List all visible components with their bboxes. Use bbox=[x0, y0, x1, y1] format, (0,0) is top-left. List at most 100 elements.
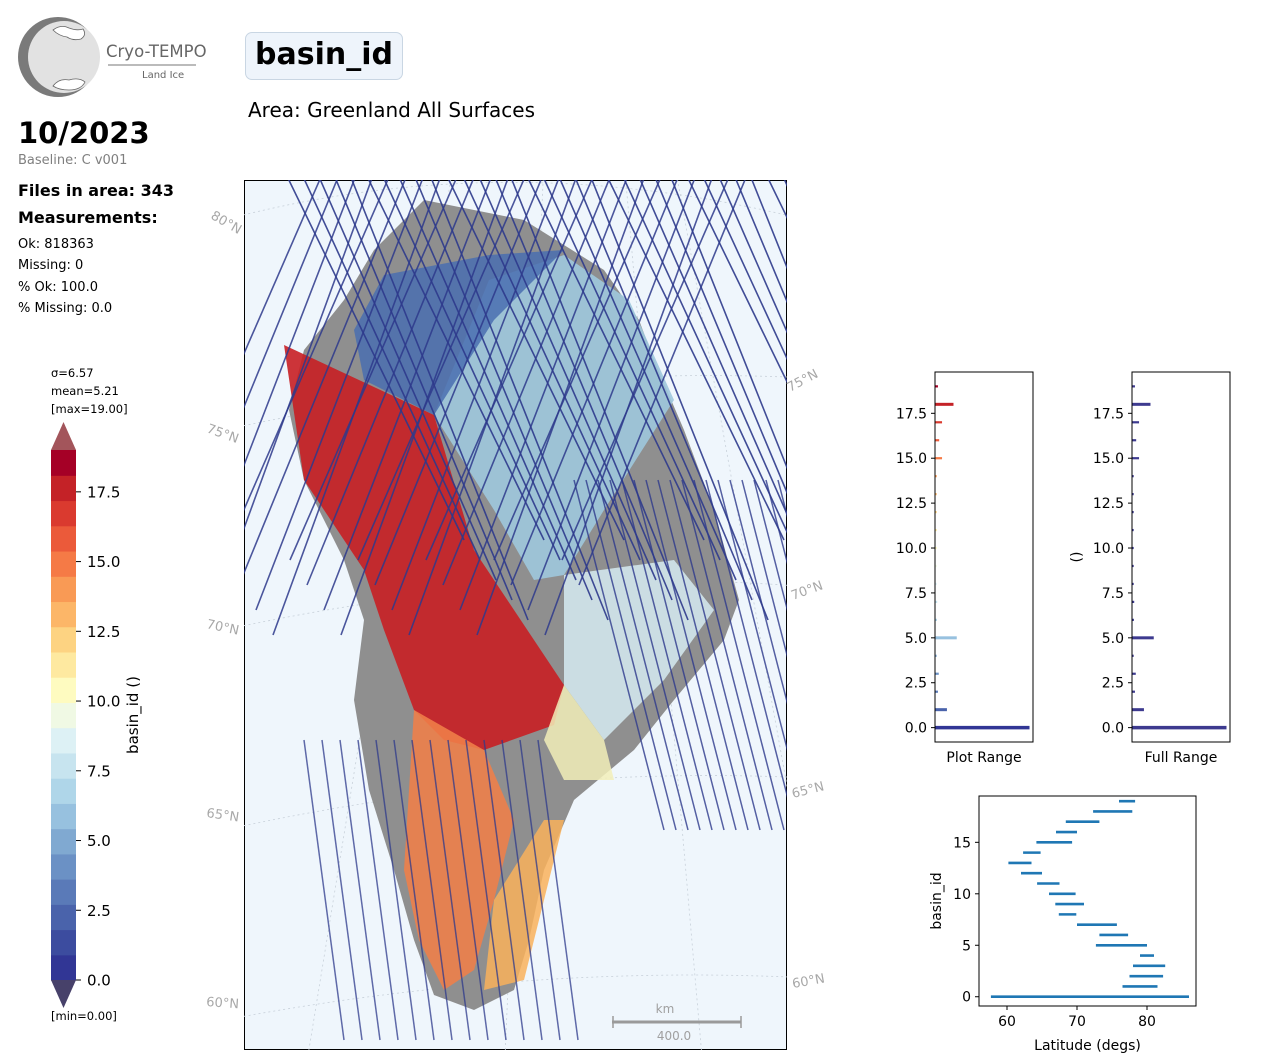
lat-label-60-left: 60°N bbox=[206, 995, 240, 1012]
colorbar-band-8 bbox=[51, 752, 76, 779]
hist-bar-8 bbox=[1132, 582, 1134, 586]
lat-ytick-label: 5 bbox=[962, 938, 971, 954]
track-east-0 bbox=[573, 479, 665, 831]
hist-ytick-label: 7.5 bbox=[905, 586, 927, 602]
colorbar-band-1 bbox=[51, 929, 76, 956]
period-label: 10/2023 bbox=[18, 116, 150, 150]
scalebar-value: 400.0 bbox=[657, 1029, 691, 1043]
lat-ytick-label: 10 bbox=[953, 887, 971, 903]
track-east-14 bbox=[741, 479, 787, 659]
track-south-5 bbox=[393, 739, 435, 1041]
hist-xlabel: Full Range bbox=[1145, 750, 1218, 766]
colorbar-band-5 bbox=[51, 828, 76, 855]
track-east-7 bbox=[657, 479, 749, 831]
track-south-8 bbox=[447, 739, 489, 1041]
track-east-8 bbox=[669, 479, 761, 831]
greenland-landmass bbox=[284, 200, 739, 1010]
hist-bar-2 bbox=[1132, 690, 1135, 693]
hist-ytick-label: 15.0 bbox=[1093, 451, 1124, 467]
track-east-2 bbox=[597, 479, 689, 831]
track-desc-14 bbox=[511, 180, 689, 621]
hist-bar-18 bbox=[1132, 402, 1151, 406]
lat-label-70-left: 70°N bbox=[205, 617, 240, 638]
map-lat-labels: 80°N 75°N 70°N 65°N 60°N 75°N 70°N 65°N … bbox=[205, 208, 826, 1012]
track-desc-5 bbox=[367, 180, 545, 541]
hist-bar-17 bbox=[1132, 421, 1140, 424]
colorbar-band-13 bbox=[51, 626, 76, 653]
graticule-lat-4 bbox=[244, 974, 787, 1017]
hist-bar-5 bbox=[1132, 636, 1154, 640]
hist-ytick-label: 2.5 bbox=[905, 676, 927, 692]
hist-bar-11 bbox=[935, 528, 937, 532]
track-south-1 bbox=[321, 739, 363, 1041]
graticule-lat-2 bbox=[244, 580, 787, 627]
colorbar-extend-max bbox=[51, 422, 76, 450]
lat-xtick-label: 80 bbox=[1138, 1014, 1156, 1030]
track-asc-16 bbox=[425, 180, 593, 561]
hist-bar-3 bbox=[935, 672, 939, 675]
colorbar-band-20 bbox=[51, 450, 76, 476]
hist-bar-18 bbox=[935, 402, 954, 406]
logo-subtitle: Land Ice bbox=[142, 70, 184, 81]
hist-ytick-label: 0.0 bbox=[905, 721, 927, 737]
hist-axes-frame bbox=[934, 371, 1034, 743]
lat-label-65-left: 65°N bbox=[205, 806, 240, 825]
files-count: Files in area: 343 bbox=[18, 181, 174, 200]
track-asc-1 bbox=[244, 180, 338, 409]
hist-bar-4 bbox=[1132, 654, 1134, 657]
track-desc-1 bbox=[303, 180, 481, 561]
hist-bar-10 bbox=[935, 546, 937, 550]
lat-label-80-left: 80°N bbox=[208, 208, 244, 237]
latitude-range-chart: 60 70 80 0 5 10 15 Latitude (degs) basin_id bbox=[929, 795, 1197, 1054]
track-asc-14 bbox=[391, 180, 559, 611]
logo-name: Cryo-TEMPO bbox=[106, 42, 207, 61]
track-desc-26 bbox=[703, 180, 787, 361]
track-asc-4 bbox=[244, 180, 389, 512]
colorbar-band-18 bbox=[51, 500, 76, 527]
histogram-full-range: 0.0 2.5 5.0 7.5 10.0 12.5 15.0 17.5 Full Range () bbox=[1069, 371, 1231, 766]
hist-bar-16 bbox=[1132, 439, 1137, 442]
colorbar-band-2 bbox=[51, 904, 76, 931]
track-desc-23 bbox=[655, 180, 787, 495]
track-south-0 bbox=[303, 739, 345, 1041]
colorbar-tick-label: 15.0 bbox=[87, 553, 120, 571]
colorbar-band-19 bbox=[51, 475, 76, 502]
colorbar-tick-label: 12.5 bbox=[87, 623, 120, 641]
track-asc-17 bbox=[442, 180, 610, 586]
hist-bar-6 bbox=[1132, 618, 1134, 621]
colorbar-band-7 bbox=[51, 778, 76, 804]
track-desc-13 bbox=[495, 180, 673, 601]
track-south-6 bbox=[411, 739, 453, 1041]
satellite-tracks bbox=[244, 180, 787, 1041]
track-desc-15 bbox=[527, 180, 705, 541]
hist-axes-frame bbox=[1131, 371, 1231, 743]
logo-ice-top bbox=[52, 26, 85, 41]
logo-ice-bottom bbox=[52, 78, 86, 91]
track-desc-0 bbox=[287, 180, 465, 541]
track-south-4 bbox=[375, 739, 417, 1041]
hist-bar-13 bbox=[935, 493, 937, 496]
measurements-title: Measurements: bbox=[18, 208, 158, 227]
lat-ytick-label: 0 bbox=[962, 990, 971, 1006]
hist-bar-7 bbox=[935, 600, 938, 604]
hist-bar-0 bbox=[1132, 725, 1227, 730]
pct-ok: % Ok: 100.0 bbox=[18, 280, 98, 295]
track-east-6 bbox=[645, 479, 737, 831]
colorbar-label: basin_id () bbox=[124, 676, 143, 754]
hist-bar-16 bbox=[935, 439, 940, 442]
track-south-13 bbox=[537, 739, 579, 1041]
colorbar-tick-label: 17.5 bbox=[87, 483, 120, 501]
track-asc-9 bbox=[306, 180, 474, 586]
lat-label-75-right: 75°N bbox=[785, 367, 821, 396]
hist-bar-17 bbox=[935, 421, 943, 424]
track-south-3 bbox=[357, 739, 399, 1041]
lat-xtick-label: 70 bbox=[1068, 1014, 1086, 1030]
track-south-11 bbox=[501, 739, 543, 1041]
missing-count: Missing: 0 bbox=[18, 258, 84, 273]
colorbar-tick-label: 7.5 bbox=[87, 762, 111, 780]
hist-bar-7 bbox=[1132, 600, 1135, 604]
track-desc-29 bbox=[751, 180, 787, 270]
track-desc-3 bbox=[335, 180, 513, 601]
area-label: Area: Greenland All Surfaces bbox=[248, 98, 535, 122]
colorbar-band-16 bbox=[51, 550, 76, 577]
